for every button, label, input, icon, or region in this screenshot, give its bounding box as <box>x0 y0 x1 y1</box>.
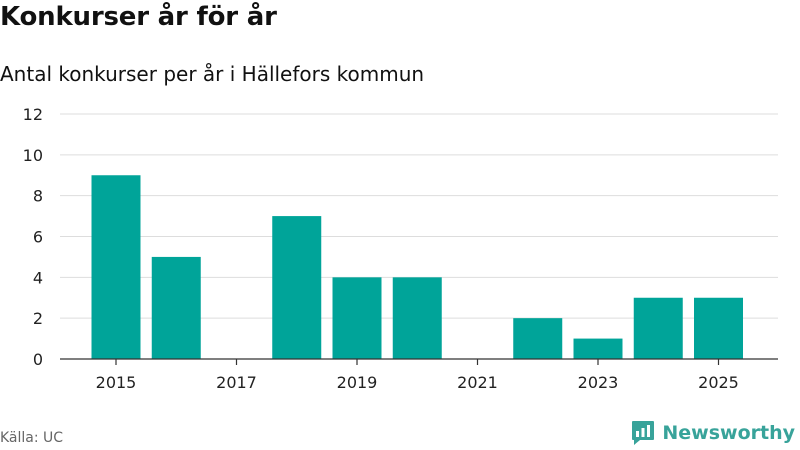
x-axis: 2015 2017 2019 2021 2023 2025 <box>60 358 778 392</box>
newsworthy-logo-icon <box>632 421 655 445</box>
x-tick-label: 2017 <box>216 373 257 392</box>
x-tick-label: 2021 <box>457 373 498 392</box>
bar-chart: 0 2 4 6 8 10 12 2015 2017 2019 2021 2023 2025 <box>23 105 778 392</box>
bar-2020 <box>392 277 442 359</box>
source-label: Källa: UC <box>0 430 64 446</box>
y-tick-label: 6 <box>33 228 43 247</box>
x-tick-label: 2025 <box>698 373 739 392</box>
bar-2022 <box>513 318 563 359</box>
bar-2023 <box>573 338 623 359</box>
bar-2015 <box>91 175 141 359</box>
y-tick-label: 8 <box>33 187 43 206</box>
y-axis-ticks: 0 2 4 6 8 10 12 <box>23 105 43 369</box>
chart-title: Konkurser år för år <box>0 2 277 32</box>
brand-logo: Newsworthy <box>631 420 795 446</box>
x-tick-label: 2023 <box>578 373 619 392</box>
brand-name: Newsworthy <box>662 422 795 444</box>
bar-2018 <box>272 216 322 359</box>
bars <box>91 175 743 359</box>
bar-2016 <box>151 256 201 359</box>
y-tick-label: 0 <box>33 350 43 369</box>
x-tick-label: 2015 <box>96 373 137 392</box>
y-tick-label: 10 <box>23 146 43 165</box>
y-tick-label: 2 <box>33 309 43 328</box>
bar-2019 <box>332 277 382 359</box>
y-tick-label: 4 <box>33 268 43 287</box>
bar-2025 <box>694 297 743 359</box>
chart-subtitle: Antal konkurser per år i Hällefors kommu… <box>0 62 425 86</box>
x-tick-label: 2019 <box>337 373 378 392</box>
y-tick-label: 12 <box>23 105 43 124</box>
bar-2024 <box>633 297 683 359</box>
